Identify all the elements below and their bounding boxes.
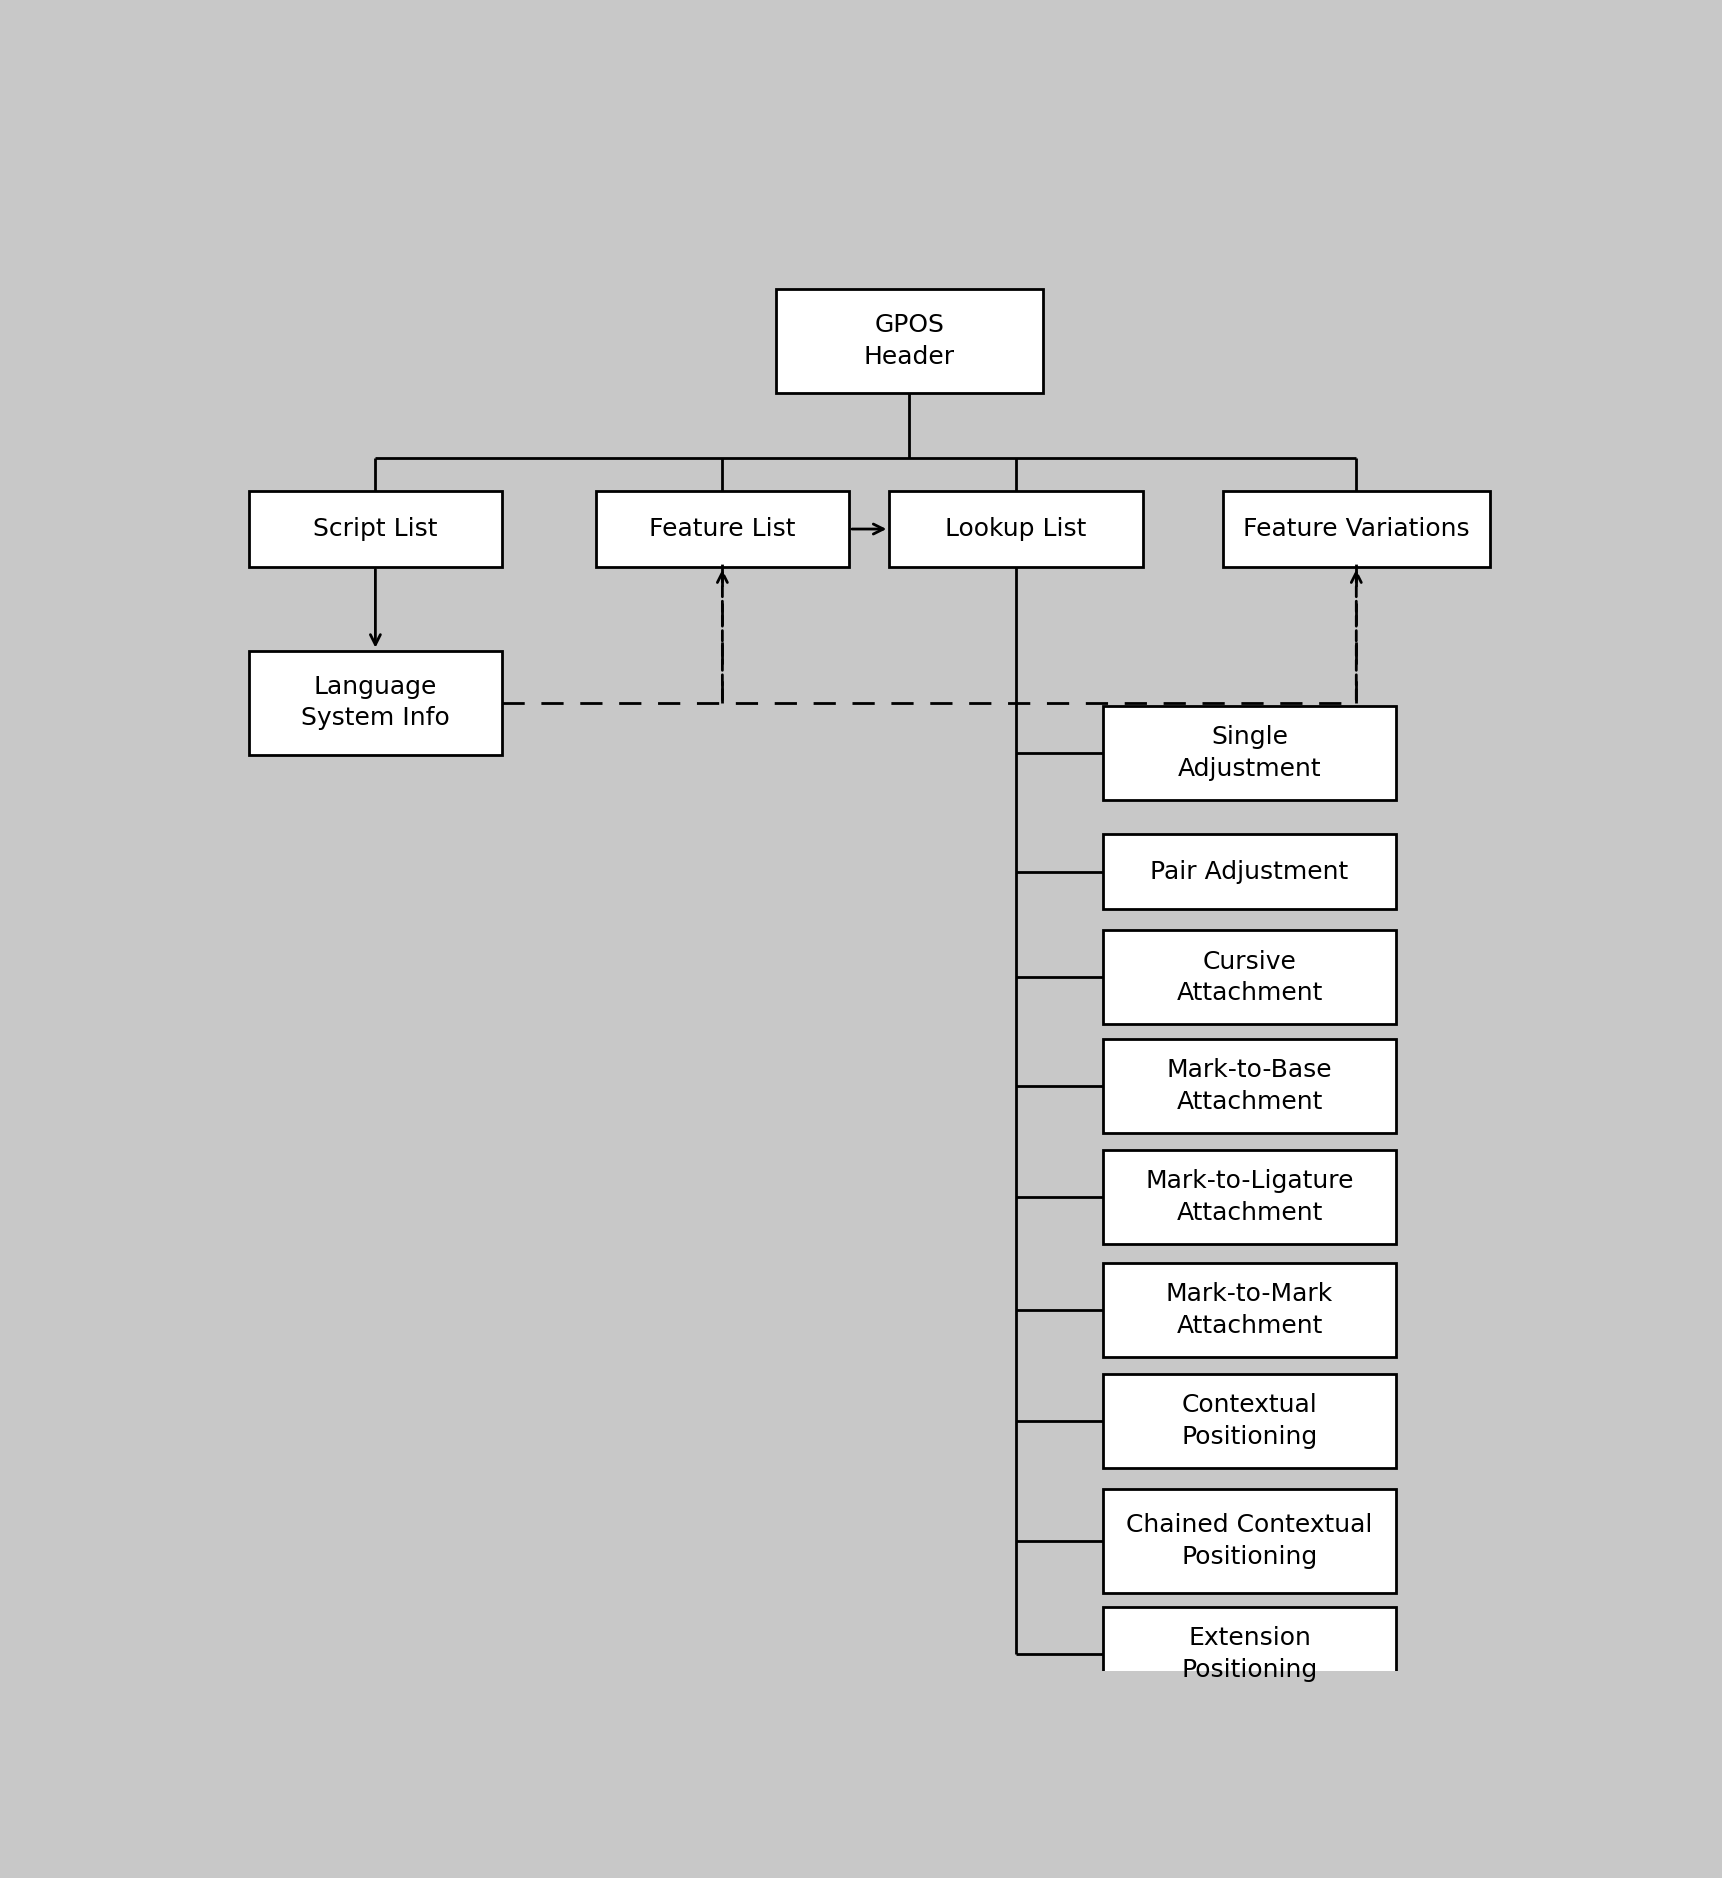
Text: Lookup List: Lookup List (945, 516, 1087, 541)
FancyBboxPatch shape (1102, 706, 1397, 800)
FancyBboxPatch shape (248, 492, 503, 567)
FancyBboxPatch shape (248, 650, 503, 755)
FancyBboxPatch shape (1102, 1262, 1397, 1358)
Text: Feature List: Feature List (649, 516, 796, 541)
FancyBboxPatch shape (1102, 1489, 1397, 1593)
Text: Extension
Positioning: Extension Positioning (1181, 1626, 1317, 1683)
FancyBboxPatch shape (1102, 930, 1397, 1024)
Text: Feature Variations: Feature Variations (1243, 516, 1469, 541)
Text: Single
Adjustment: Single Adjustment (1178, 725, 1321, 781)
Text: Mark-to-Ligature
Attachment: Mark-to-Ligature Attachment (1145, 1170, 1353, 1224)
Text: Contextual
Positioning: Contextual Positioning (1181, 1393, 1317, 1450)
Text: Pair Adjustment: Pair Adjustment (1150, 860, 1348, 885)
Text: GPOS
Header: GPOS Header (864, 314, 954, 368)
FancyBboxPatch shape (1102, 1608, 1397, 1701)
FancyBboxPatch shape (777, 289, 1044, 393)
Text: Mark-to-Base
Attachment: Mark-to-Base Attachment (1168, 1057, 1333, 1114)
FancyBboxPatch shape (596, 492, 849, 567)
FancyBboxPatch shape (889, 492, 1143, 567)
Text: Mark-to-Mark
Attachment: Mark-to-Mark Attachment (1166, 1283, 1333, 1337)
FancyBboxPatch shape (1223, 492, 1490, 567)
Text: Script List: Script List (313, 516, 437, 541)
FancyBboxPatch shape (1102, 834, 1397, 909)
FancyBboxPatch shape (1102, 1375, 1397, 1469)
FancyBboxPatch shape (1102, 1149, 1397, 1243)
Text: Chained Contextual
Positioning: Chained Contextual Positioning (1126, 1514, 1372, 1570)
Text: Language
System Info: Language System Info (301, 674, 449, 731)
Text: Cursive
Attachment: Cursive Attachment (1176, 950, 1322, 1005)
FancyBboxPatch shape (1102, 1039, 1397, 1132)
